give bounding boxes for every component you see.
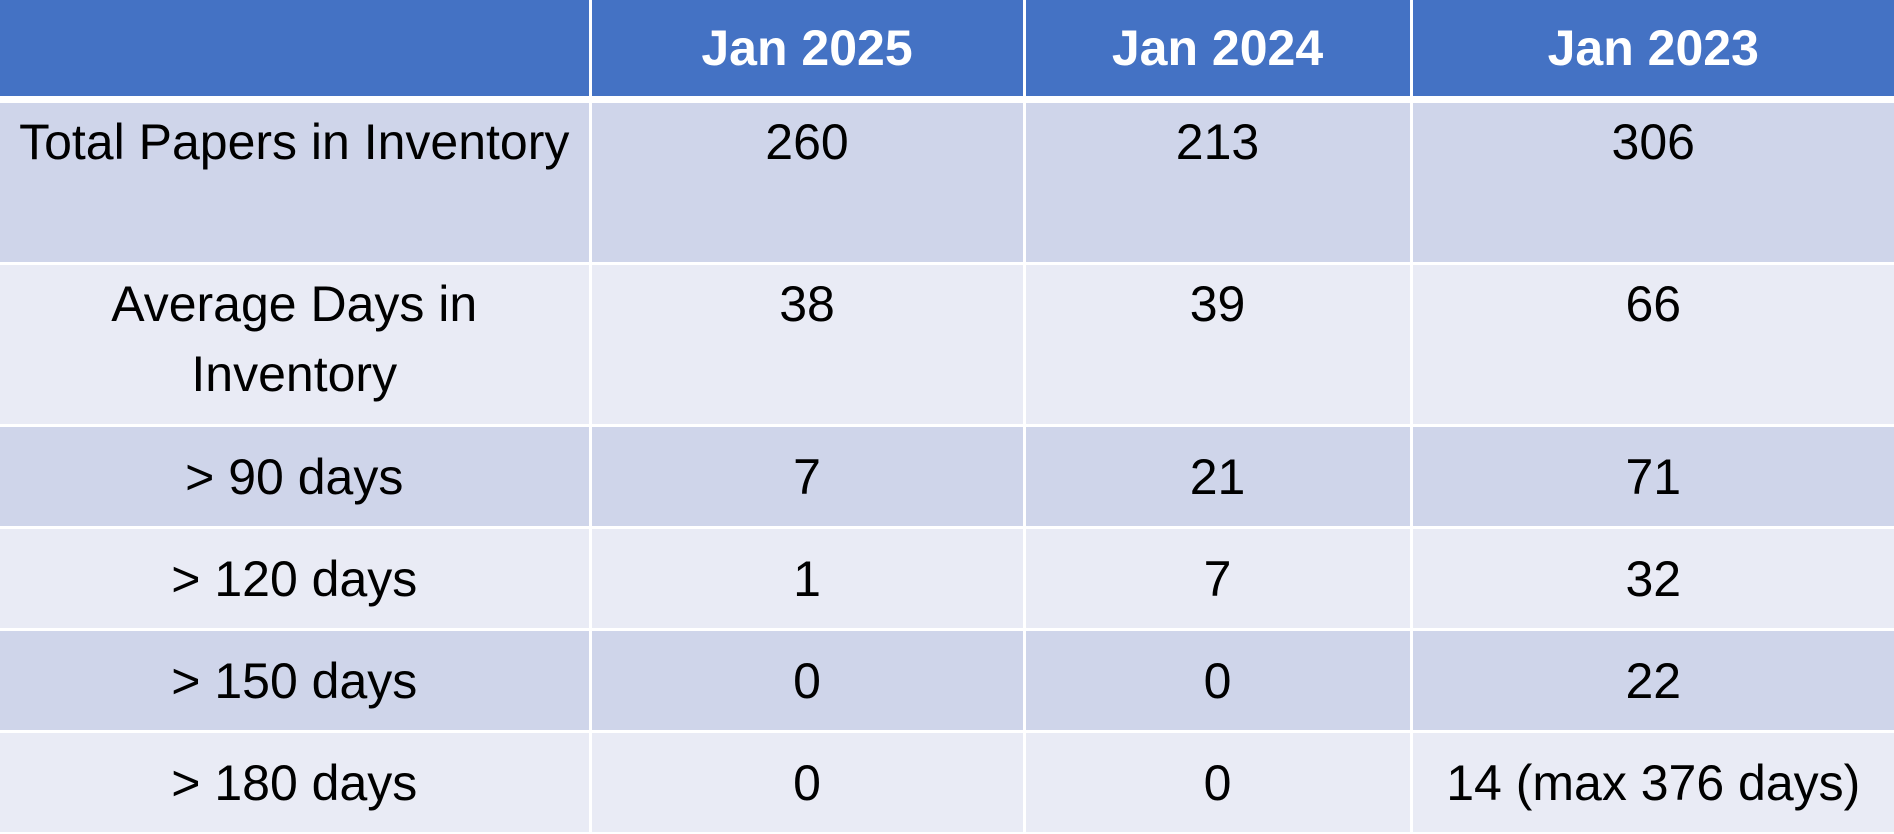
table-cell: 14 (max 376 days) [1409,730,1894,832]
table-cell: 7 [588,424,1026,528]
row-label: Average Days in Inventory [0,262,592,426]
row-label: > 90 days [0,424,592,528]
row-label: > 120 days [0,526,592,630]
table-row: > 150 days 0 0 22 [0,628,1894,732]
header-cell-jan-2024: Jan 2024 [1022,0,1413,103]
table-cell: 1 [588,526,1026,630]
table-row: > 120 days 1 7 32 [0,526,1894,630]
table-cell: 66 [1409,262,1894,426]
table-cell: 0 [588,730,1026,832]
table-row: Average Days in Inventory 38 39 66 [0,262,1894,426]
table-row: > 90 days 7 21 71 [0,424,1894,528]
table-cell: 7 [1022,526,1413,630]
header-cell-jan-2023: Jan 2023 [1409,0,1894,103]
row-label: > 180 days [0,730,592,832]
table-cell: 260 [588,98,1026,264]
table-cell: 0 [1022,730,1413,832]
header-cell-corner [0,0,592,103]
table-cell: 39 [1022,262,1413,426]
table-cell: 0 [588,628,1026,732]
header-row: Jan 2025 Jan 2024 Jan 2023 [0,0,1894,103]
table-cell: 306 [1409,98,1894,264]
table-cell: 22 [1409,628,1894,732]
table-cell: 21 [1022,424,1413,528]
table-cell: 0 [1022,628,1413,732]
table-row: Total Papers in Inventory 260 213 306 [0,98,1894,264]
header-cell-jan-2025: Jan 2025 [588,0,1026,103]
row-label: > 150 days [0,628,592,732]
table-cell: 71 [1409,424,1894,528]
table-row: > 180 days 0 0 14 (max 376 days) [0,730,1894,832]
table-cell: 38 [588,262,1026,426]
row-label: Total Papers in Inventory [0,98,592,264]
table-cell: 32 [1409,526,1894,630]
table-cell: 213 [1022,98,1413,264]
